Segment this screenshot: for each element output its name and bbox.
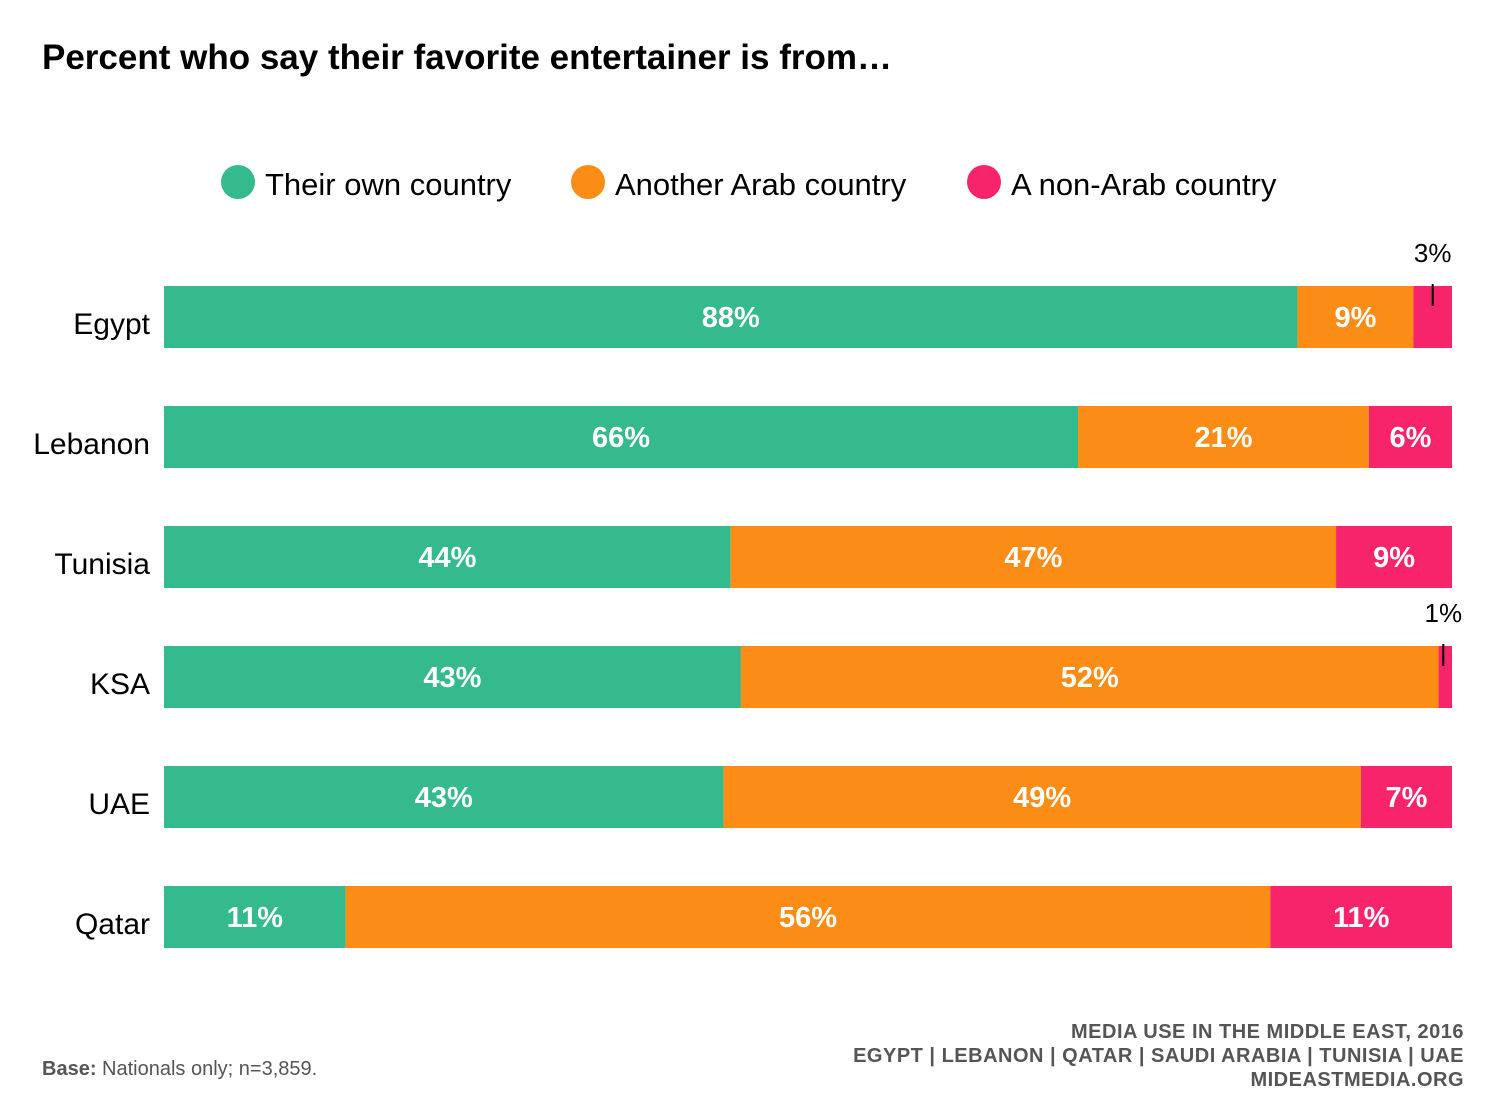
base-label: Base: bbox=[42, 1058, 97, 1080]
legend-swatch-a-non-arab-country bbox=[967, 165, 1001, 199]
bars: Egypt 88% 9% 3% Lebanon 66% 21% 6% Tunisia 44% 47%… bbox=[33, 238, 1462, 948]
value-label-qatar-a-non-arab-country: 11% bbox=[1333, 902, 1390, 934]
value-label-lebanon-another-arab-country: 21% bbox=[1194, 422, 1252, 454]
bar-segment-lebanon-their-own-country bbox=[164, 406, 1079, 468]
value-label-tunisia-their-own-country: 44% bbox=[418, 542, 476, 574]
bar-row-uae: UAE 43% 49% 7% bbox=[88, 766, 1452, 828]
value-label-uae-their-own-country: 43% bbox=[415, 782, 473, 814]
legend-label-a-non-arab-country: A non-Arab country bbox=[1011, 167, 1277, 202]
source-line-1: MEDIA USE IN THE MIDDLE EAST, 2016 bbox=[1071, 1021, 1464, 1043]
legend-swatch-their-own-country bbox=[221, 165, 255, 199]
category-label-egypt: Egypt bbox=[73, 308, 150, 341]
legend-label-another-arab-country: Another Arab country bbox=[615, 167, 907, 202]
value-label-egypt-their-own-country: 88% bbox=[702, 302, 760, 334]
value-label-qatar-another-arab-country: 56% bbox=[779, 902, 837, 934]
bar-segment-uae-a-non-arab-country bbox=[1360, 766, 1452, 828]
value-label-tunisia-a-non-arab-country: 9% bbox=[1373, 542, 1415, 574]
legend-label-their-own-country: Their own country bbox=[265, 167, 512, 202]
bar-segment-uae-their-own-country bbox=[164, 766, 724, 828]
stacked-bar-chart: Their own country Another Arab country A n… bbox=[33, 165, 1462, 948]
value-label-ksa-another-arab-country: 52% bbox=[1061, 662, 1119, 694]
bar-segment-ksa-a-non-arab-country bbox=[1438, 646, 1452, 708]
category-label-tunisia: Tunisia bbox=[54, 548, 150, 581]
bar-row-egypt: Egypt 88% 9% 3% bbox=[73, 238, 1452, 348]
bar-segment-egypt-another-arab-country bbox=[1297, 286, 1414, 348]
bar-segment-egypt-their-own-country bbox=[164, 286, 1298, 348]
source-line-2: EGYPT | LEBANON | QATAR | SAUDI ARABIA |… bbox=[853, 1045, 1464, 1067]
bar-segment-lebanon-a-non-arab-country bbox=[1368, 406, 1452, 468]
bar-segment-tunisia-a-non-arab-country bbox=[1336, 526, 1452, 588]
value-label-qatar-their-own-country: 11% bbox=[227, 902, 284, 934]
base-note: Base: Nationals only; n=3,859. bbox=[42, 1058, 317, 1081]
value-label-uae-a-non-arab-country: 7% bbox=[1386, 782, 1428, 814]
category-label-qatar: Qatar bbox=[75, 908, 150, 941]
category-label-ksa: KSA bbox=[90, 668, 150, 701]
bar-row-lebanon: Lebanon 66% 21% 6% bbox=[33, 406, 1452, 468]
value-label-ksa-a-non-arab-country: 1% bbox=[1425, 598, 1463, 628]
value-label-lebanon-their-own-country: 66% bbox=[592, 422, 650, 454]
bar-segment-lebanon-another-arab-country bbox=[1078, 406, 1369, 468]
chart-title: Percent who say their favorite entertain… bbox=[42, 38, 892, 77]
category-label-lebanon: Lebanon bbox=[33, 428, 150, 461]
bar-row-tunisia: Tunisia 44% 47% 9% bbox=[54, 526, 1452, 588]
value-label-uae-another-arab-country: 49% bbox=[1013, 782, 1071, 814]
legend: Their own country Another Arab country A n… bbox=[221, 165, 1277, 202]
bar-segment-qatar-a-non-arab-country bbox=[1270, 886, 1452, 948]
value-label-lebanon-a-non-arab-country: 6% bbox=[1389, 422, 1431, 454]
value-label-tunisia-another-arab-country: 47% bbox=[1004, 542, 1062, 574]
bar-row-ksa: KSA 43% 52% 1% bbox=[90, 598, 1462, 708]
bar-segment-uae-another-arab-country bbox=[723, 766, 1361, 828]
source-line-3: MIDEASTMEDIA.ORG bbox=[1250, 1069, 1464, 1091]
value-label-ksa-their-own-country: 43% bbox=[423, 662, 481, 694]
value-label-egypt-another-arab-country: 9% bbox=[1334, 302, 1376, 334]
legend-swatch-another-arab-country bbox=[571, 165, 605, 199]
category-label-uae: UAE bbox=[88, 788, 150, 821]
bar-segment-ksa-another-arab-country bbox=[740, 646, 1439, 708]
bar-segment-ksa-their-own-country bbox=[164, 646, 741, 708]
bar-segment-qatar-another-arab-country bbox=[345, 886, 1271, 948]
bar-segment-qatar-their-own-country bbox=[164, 886, 346, 948]
value-label-egypt-a-non-arab-country: 3% bbox=[1414, 238, 1452, 268]
bar-segment-tunisia-another-arab-country bbox=[730, 526, 1337, 588]
bar-segment-tunisia-their-own-country bbox=[164, 526, 731, 588]
bar-row-qatar: Qatar 11% 56% 11% bbox=[75, 886, 1452, 948]
source-block: MEDIA USE IN THE MIDDLE EAST, 2016 EGYPT… bbox=[853, 1020, 1464, 1092]
base-text: Nationals only; n=3,859. bbox=[96, 1058, 318, 1080]
